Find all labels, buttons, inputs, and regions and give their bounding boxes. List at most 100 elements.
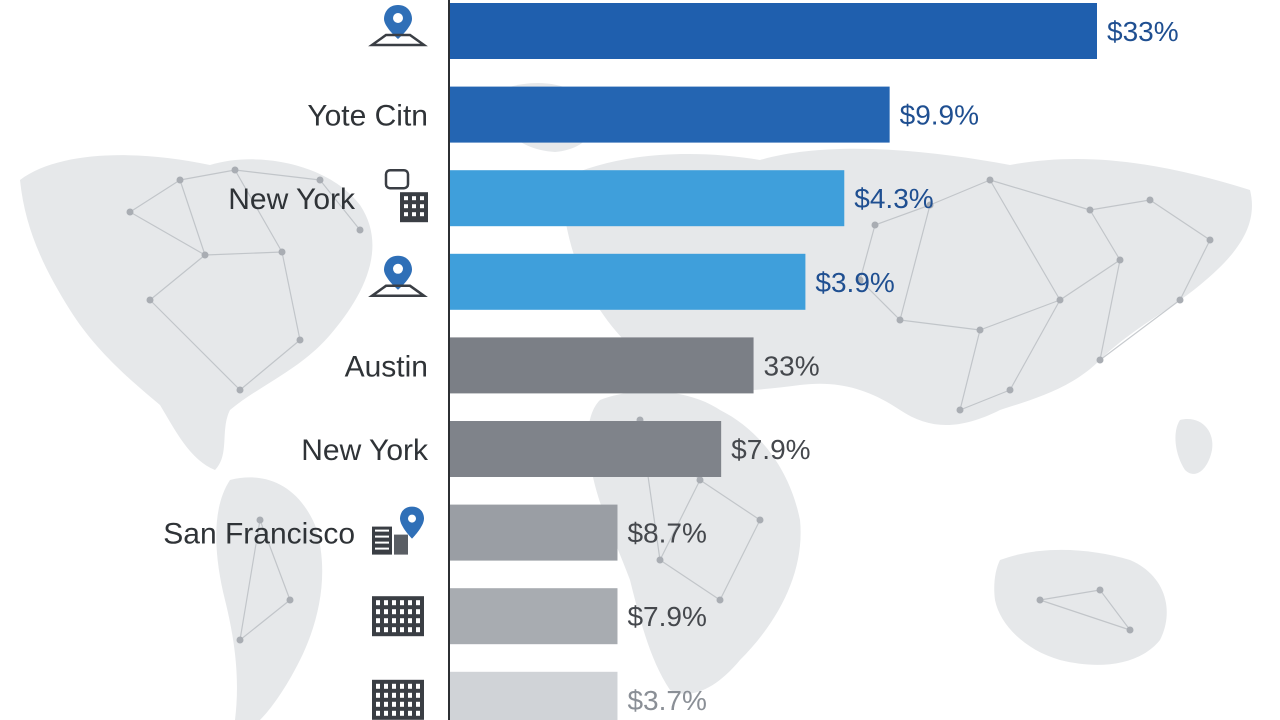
network-node [756, 516, 764, 524]
network-link [719, 519, 761, 601]
network-link [899, 319, 981, 331]
network-link [239, 339, 301, 391]
network-node [176, 176, 184, 184]
network-node [236, 636, 244, 644]
network-node [286, 596, 294, 604]
value-label-3: $3.9% [815, 267, 894, 298]
row-icons [368, 5, 428, 720]
category-label-4: Austin [345, 350, 428, 383]
network-node [1146, 196, 1154, 204]
bar-8 [449, 671, 618, 720]
network-node [1096, 356, 1104, 364]
value-label-5: $7.9% [731, 434, 810, 465]
bars [449, 3, 1097, 720]
network-link [1099, 259, 1121, 361]
network-link [234, 169, 321, 181]
network-link [659, 559, 721, 601]
network-link [959, 329, 981, 411]
network-link [149, 254, 206, 301]
category-labels: Yote Citn New York Austin New York San Franc… [163, 100, 429, 551]
network-node [1126, 626, 1134, 634]
network-node [716, 596, 724, 604]
network-node [126, 208, 134, 216]
bar-4 [449, 337, 754, 394]
network-link [859, 279, 901, 321]
network-link [989, 179, 1061, 301]
value-label-2: $4.3% [854, 183, 933, 214]
network-link [1179, 239, 1211, 301]
network-link [929, 179, 991, 206]
network-node [856, 276, 864, 284]
network-link [129, 179, 181, 213]
network-node [201, 251, 209, 259]
map-pin-icon [368, 5, 428, 47]
map-landmass [994, 549, 1167, 665]
network-node [926, 201, 934, 209]
value-label-0: $33% [1107, 16, 1179, 47]
value-label-7: $7.9% [627, 601, 706, 632]
network-node [896, 316, 904, 324]
network-link [859, 224, 876, 281]
value-label-6: $8.7% [627, 518, 706, 549]
category-label-2: New York [228, 183, 356, 216]
category-label-5: New York [301, 434, 429, 467]
map-pin-icon [368, 255, 428, 298]
network-node [986, 176, 994, 184]
network-link [989, 179, 1091, 211]
value-labels: $33% $9.9% $4.3% $3.9% 33% $7.9% $8.7% $7.9% $3.… [627, 16, 1178, 716]
network-node [146, 296, 154, 304]
network-link [1009, 299, 1061, 391]
network-link [149, 299, 241, 391]
map-landmass [216, 477, 323, 720]
network-link [959, 389, 1011, 411]
network-link [1089, 199, 1151, 211]
network-node [296, 336, 304, 344]
bar-3 [449, 253, 806, 310]
building-icon [372, 596, 424, 637]
network-link [179, 179, 206, 256]
network-node [256, 516, 264, 524]
building-chat-icon [384, 168, 428, 223]
network-node [1176, 296, 1184, 304]
network-link [659, 479, 701, 561]
network-node [976, 326, 984, 334]
network-node [1206, 236, 1214, 244]
network-link [1099, 299, 1181, 361]
network-node [1056, 296, 1064, 304]
city-pin-icon [372, 506, 424, 555]
bar-7 [449, 588, 618, 645]
network-link [204, 251, 283, 256]
network-link [979, 299, 1061, 331]
network-node [1116, 256, 1124, 264]
network-link [874, 204, 931, 226]
building-icon [372, 679, 424, 720]
bar-2 [449, 170, 845, 227]
network-node [696, 476, 704, 484]
network-node [1096, 586, 1104, 594]
map-landmass [20, 155, 373, 470]
bar-5 [449, 421, 722, 477]
value-label-4: 33% [764, 350, 820, 381]
network-link [234, 169, 283, 253]
map-landmass [1175, 419, 1213, 474]
network-link [239, 519, 261, 641]
category-label-1: Yote Citn [307, 100, 428, 133]
network-node [956, 406, 964, 414]
network-node [231, 166, 239, 174]
bar-6 [449, 504, 618, 561]
network-node [316, 176, 324, 184]
network-link [129, 211, 206, 256]
network-link [259, 519, 291, 601]
network-link [699, 479, 761, 521]
value-label-8: $3.7% [627, 685, 706, 716]
value-label-1: $9.9% [900, 100, 979, 131]
bar-0 [449, 3, 1097, 59]
network-node [1036, 596, 1044, 604]
network-link [1059, 259, 1121, 301]
network-link [1039, 589, 1101, 601]
network-link [319, 179, 361, 231]
network-node [871, 221, 879, 229]
network-node [656, 556, 664, 564]
network-node [236, 386, 244, 394]
